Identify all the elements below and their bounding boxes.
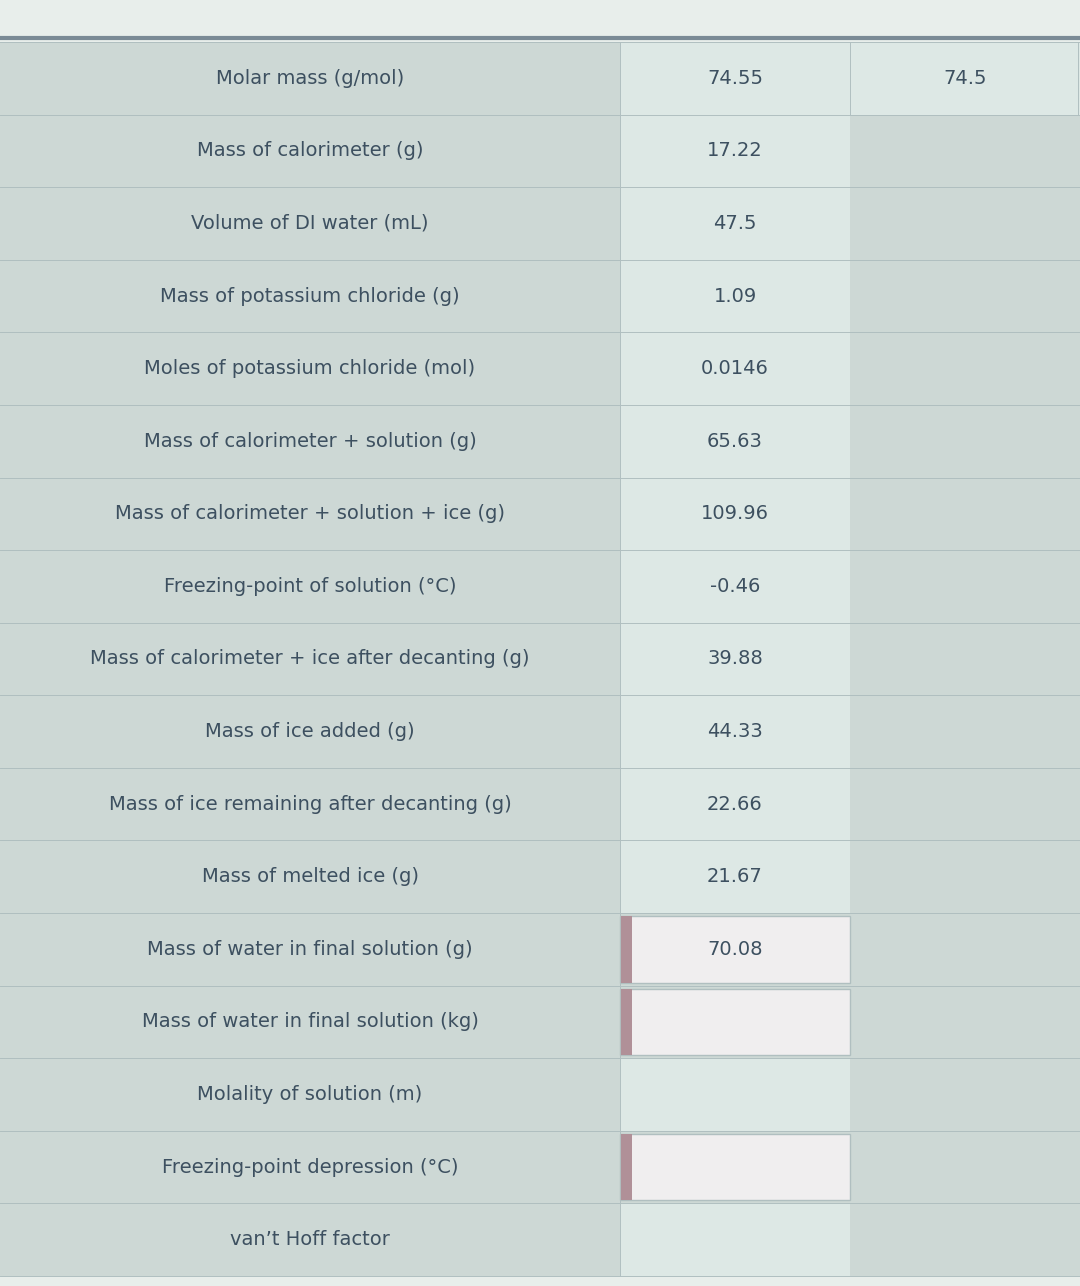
Text: 74.5: 74.5 <box>943 68 987 87</box>
Text: 109.96: 109.96 <box>701 504 769 523</box>
Text: 65.63: 65.63 <box>707 432 762 450</box>
Bar <box>0 1204 620 1276</box>
Bar <box>620 260 850 332</box>
Text: Mass of calorimeter (g): Mass of calorimeter (g) <box>197 141 423 161</box>
Text: 1.09: 1.09 <box>714 287 757 306</box>
Text: Mass of water in final solution (kg): Mass of water in final solution (kg) <box>141 1012 478 1031</box>
Bar <box>620 1204 850 1276</box>
Bar <box>0 550 620 622</box>
Bar <box>0 188 620 260</box>
Bar <box>620 477 850 550</box>
Bar <box>0 913 620 985</box>
Bar <box>620 768 850 841</box>
Bar <box>620 916 850 983</box>
Text: 39.88: 39.88 <box>707 649 762 669</box>
Bar <box>620 989 632 1056</box>
Text: Mass of ice remaining after decanting (g): Mass of ice remaining after decanting (g… <box>109 795 511 814</box>
Text: Mass of calorimeter + solution (g): Mass of calorimeter + solution (g) <box>144 432 476 450</box>
Text: Mass of calorimeter + ice after decanting (g): Mass of calorimeter + ice after decantin… <box>91 649 530 669</box>
Text: Mass of calorimeter + solution + ice (g): Mass of calorimeter + solution + ice (g) <box>114 504 505 523</box>
Bar <box>0 114 620 188</box>
Bar <box>620 916 632 983</box>
Bar <box>0 405 620 477</box>
Bar <box>0 477 620 550</box>
Text: Molality of solution (m): Molality of solution (m) <box>198 1085 422 1103</box>
Bar <box>0 985 620 1058</box>
Text: Mass of water in final solution (g): Mass of water in final solution (g) <box>147 940 473 959</box>
Bar <box>620 188 850 260</box>
Text: 74.55: 74.55 <box>707 68 762 87</box>
Bar <box>620 989 850 1056</box>
Bar <box>620 550 850 622</box>
Text: Volume of DI water (mL): Volume of DI water (mL) <box>191 213 429 233</box>
Bar <box>0 1130 620 1204</box>
Bar <box>620 1134 850 1200</box>
Text: -0.46: -0.46 <box>710 577 760 595</box>
Bar <box>620 332 850 405</box>
Bar <box>850 42 1080 114</box>
Bar <box>0 768 620 841</box>
Bar <box>620 696 850 768</box>
Text: Freezing-point depression (°C): Freezing-point depression (°C) <box>162 1157 458 1177</box>
Bar <box>620 841 850 913</box>
Text: Moles of potassium chloride (mol): Moles of potassium chloride (mol) <box>145 359 475 378</box>
Bar <box>0 42 620 114</box>
Text: 22.66: 22.66 <box>707 795 762 814</box>
Text: 0.0146: 0.0146 <box>701 359 769 378</box>
Text: 21.67: 21.67 <box>707 867 762 886</box>
Text: Molar mass (g/mol): Molar mass (g/mol) <box>216 68 404 87</box>
Bar <box>620 405 850 477</box>
Bar <box>0 841 620 913</box>
Bar <box>0 622 620 696</box>
Text: Mass of melted ice (g): Mass of melted ice (g) <box>202 867 419 886</box>
Text: 47.5: 47.5 <box>713 213 757 233</box>
Bar <box>620 114 850 188</box>
Text: 17.22: 17.22 <box>707 141 762 161</box>
Bar <box>0 332 620 405</box>
Text: 70.08: 70.08 <box>707 940 762 959</box>
Text: Mass of potassium chloride (g): Mass of potassium chloride (g) <box>160 287 460 306</box>
Text: van’t Hoff factor: van’t Hoff factor <box>230 1231 390 1249</box>
Bar <box>0 1058 620 1130</box>
Bar <box>0 260 620 332</box>
Bar <box>620 42 850 114</box>
Bar <box>620 622 850 696</box>
Bar <box>620 1058 850 1130</box>
Text: 44.33: 44.33 <box>707 721 762 741</box>
Text: Mass of ice added (g): Mass of ice added (g) <box>205 721 415 741</box>
Bar <box>0 696 620 768</box>
Bar <box>620 1134 632 1200</box>
Text: Freezing-point of solution (°C): Freezing-point of solution (°C) <box>164 577 456 595</box>
